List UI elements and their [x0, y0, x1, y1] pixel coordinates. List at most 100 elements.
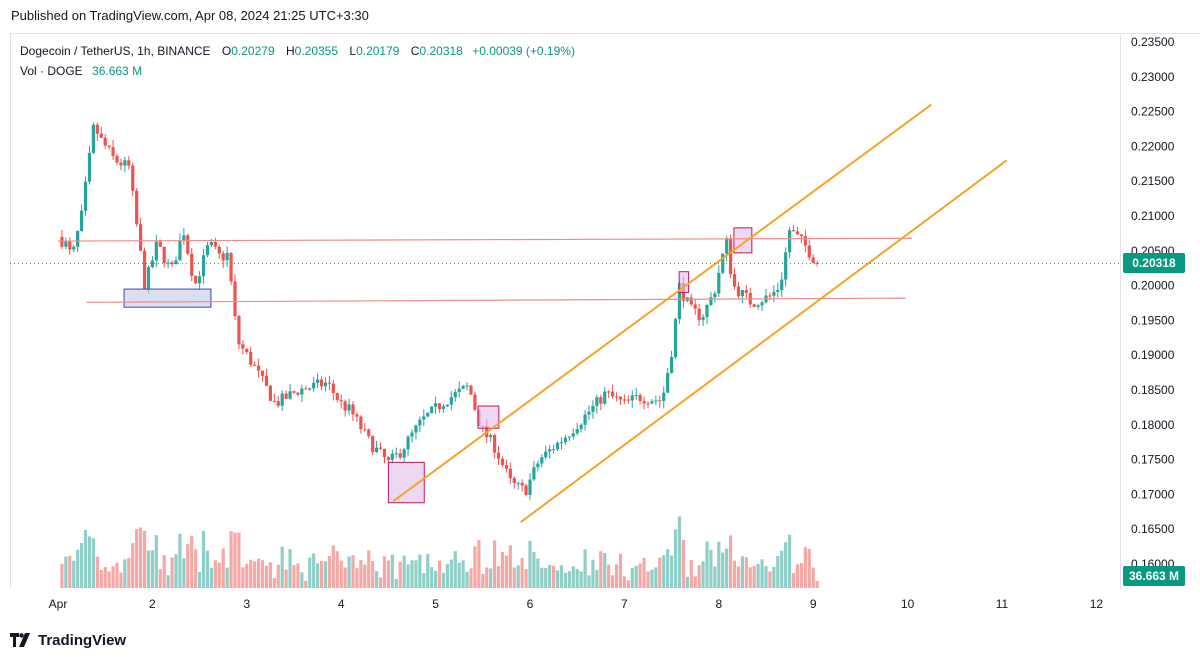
candle-body	[111, 147, 115, 156]
volume-value: 36.663 M	[92, 64, 143, 78]
volume-bar	[131, 543, 135, 588]
candle-body	[186, 235, 190, 254]
volume-bar	[221, 548, 225, 588]
candle-body	[469, 385, 473, 395]
volume-bar	[434, 570, 438, 588]
volume-bar	[205, 550, 210, 588]
volume-tag: 36.663 M	[1123, 566, 1185, 586]
y-tick-label: 0.16500	[1131, 522, 1175, 536]
volume-bar	[158, 569, 162, 588]
candle-body	[201, 255, 206, 277]
candle-body	[382, 448, 387, 458]
candle-body	[760, 302, 764, 306]
candle-body	[772, 291, 776, 296]
volume-bar	[709, 549, 713, 588]
volume-bar	[347, 556, 351, 588]
candle-body	[72, 246, 76, 250]
candle-body	[292, 391, 296, 393]
candle-body	[437, 403, 442, 410]
volume-bar	[139, 527, 143, 588]
y-tick-label: 0.18500	[1131, 383, 1175, 397]
candle-body	[367, 429, 371, 437]
candle-body	[276, 401, 280, 406]
volume-bar	[76, 549, 80, 588]
symbol-title[interactable]: Dogecoin / TetherUS, 1h, BINANCE	[20, 44, 211, 58]
volume-bar	[430, 567, 434, 588]
x-tick-label: 10	[901, 597, 915, 611]
candle-body	[599, 397, 603, 404]
candle-body	[795, 231, 800, 235]
open-value: 0.20279	[231, 44, 275, 58]
candle-body	[363, 429, 367, 431]
volume-bar	[673, 529, 678, 588]
candle-body	[815, 262, 819, 264]
candle-body	[355, 414, 359, 417]
volume-bar	[784, 542, 788, 588]
volume-row: Vol · DOGE 36.663 M	[20, 61, 575, 81]
candles	[60, 122, 819, 500]
y-tick-label: 0.17000	[1131, 487, 1175, 501]
candle-body	[579, 424, 583, 430]
volume-bar	[575, 569, 579, 588]
volume-bar	[508, 545, 512, 588]
volume-bar	[233, 532, 237, 588]
price-axis[interactable]	[1120, 33, 1200, 589]
candle-body	[559, 442, 564, 444]
volume-bar	[693, 576, 697, 588]
candle-body	[548, 449, 552, 452]
published-text: Published on TradingView.com, Apr 08, 20…	[11, 8, 369, 23]
volume-bar	[418, 554, 422, 588]
candle-body	[449, 397, 453, 405]
candle-body	[127, 160, 131, 166]
volume-bar	[744, 557, 748, 588]
volume-bar	[536, 558, 540, 588]
volume-bar	[351, 555, 355, 588]
chart-legend: Dogecoin / TetherUS, 1h, BINANCE O0.2027…	[20, 41, 575, 81]
volume-label[interactable]: Vol · DOGE	[20, 64, 83, 78]
volume-bar	[485, 567, 489, 588]
volume-bar	[768, 571, 772, 588]
volume-bar	[162, 555, 166, 588]
candle-body	[119, 162, 123, 166]
volume-bar	[150, 550, 154, 588]
volume-bar	[304, 580, 308, 588]
volume-bar	[803, 546, 807, 588]
candle-body	[673, 319, 678, 358]
volume-bar	[107, 571, 111, 588]
volume-bar	[359, 560, 363, 588]
volume-bar	[406, 564, 410, 588]
volume-bar	[465, 571, 469, 588]
volume-bar	[658, 557, 662, 588]
volume-bar	[174, 554, 178, 588]
volume-bar	[618, 553, 623, 588]
candle-body	[91, 124, 95, 153]
chart-pane[interactable]	[10, 33, 1121, 589]
candle-body	[331, 383, 335, 394]
candle-body	[803, 236, 807, 246]
volume-bar	[654, 567, 658, 588]
candle-body	[650, 401, 654, 404]
volume-bar	[555, 570, 560, 588]
candle-body	[327, 382, 331, 384]
footer: TradingView	[10, 629, 126, 651]
volume-bar	[567, 571, 571, 588]
volume-bar	[394, 578, 398, 588]
volume-bar	[579, 571, 583, 588]
volume-bar	[512, 567, 516, 588]
candle-body	[614, 396, 619, 398]
volume-bar	[524, 569, 528, 588]
tradingview-brand[interactable]: TradingView	[38, 631, 127, 649]
volume-bar	[80, 543, 84, 588]
volume-bar	[316, 563, 320, 588]
x-tick-label: 5	[432, 597, 439, 611]
candle-body	[154, 241, 158, 261]
candle-body	[654, 400, 658, 402]
y-tick-label: 0.21500	[1131, 174, 1175, 188]
y-tick-label: 0.20000	[1131, 279, 1175, 293]
volume-bar	[99, 569, 103, 588]
volume-bar	[622, 576, 626, 588]
volume-bar	[339, 560, 343, 588]
candle-body	[756, 305, 760, 307]
volume-bar	[642, 557, 646, 588]
